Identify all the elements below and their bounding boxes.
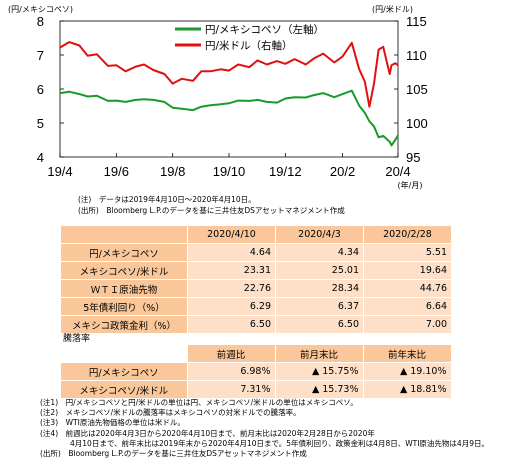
left-tick-label: 6: [37, 82, 44, 97]
x-tick-label: 20/2: [330, 164, 355, 179]
table-cell: 6.37: [275, 297, 364, 316]
footnote-line: (注4) 前週比は2020年4月3日から2020年4月10日まで、前月末比は20…: [40, 428, 375, 438]
table-cell: 6.50: [187, 315, 276, 334]
table-row: 円/メキシコペソ 6.98% ▲ 15.75% ▲ 19.10%: [60, 362, 452, 381]
row-label: 5年債利回り（%）: [60, 297, 188, 316]
chart-legend: 円/メキシコペソ（左軸） 円/米ドル（右軸）: [175, 23, 324, 52]
table-row: ＷＴＩ原油先物 22.76 28.34 44.76: [60, 279, 452, 298]
right-axis-unit: (円/米ドル): [372, 4, 413, 14]
x-tick-label: 19/12: [269, 164, 302, 179]
left-tick-label: 7: [37, 48, 44, 63]
column-header: 前年末比: [362, 344, 452, 363]
legend-label: 円/メキシコペソ（左軸）: [205, 23, 324, 36]
change-rate-table: 前週比 前月末比 前年末比 円/メキシコペソ 6.98% ▲ 15.75% ▲ …: [60, 344, 452, 399]
series-line-peso: [59, 89, 399, 147]
table-cell: 6.98%: [186, 362, 276, 381]
table-row: 円/メキシコペソ 4.64 4.34 5.51: [60, 243, 452, 262]
table-corner: [60, 344, 187, 363]
column-header: 前週比: [186, 344, 276, 363]
line-chart: 8 7 6 5 4 115 110 105 100 95 19/4 19/6 19/8 19/10 19/1…: [8, 4, 428, 190]
column-header: 前月末比: [274, 344, 364, 363]
table-header-row: 前週比 前月末比 前年末比: [60, 344, 452, 363]
row-label: メキシコペソ/米ドル: [60, 261, 188, 280]
row-label: ＷＴＩ原油先物: [60, 279, 188, 298]
x-tick-label: 19/8: [160, 164, 185, 179]
left-tick-label: 4: [37, 150, 44, 165]
table-cell: 4.64: [187, 243, 276, 262]
chart-note-period: (注) データは2019年4月10日～2020年4月10日。: [78, 195, 256, 204]
table-row: メキシコペソ/米ドル 23.31 25.01 19.64: [60, 261, 452, 280]
table-header-row: 2020/4/10 2020/4/3 2020/2/28: [60, 225, 452, 244]
market-data-table: 2020/4/10 2020/4/3 2020/2/28 円/メキシコペソ 4.…: [60, 225, 452, 334]
footnote-line: (出所) Bloomberg L.P.のデータを基に三井住友DSアセットマネジメ…: [40, 449, 307, 459]
right-tick-label: 115: [406, 14, 427, 29]
table-cell: ▲ 19.10%: [362, 362, 452, 381]
table-cell: ▲ 15.75%: [274, 362, 364, 381]
footnote-line: (注1) 円/メキシコペソと円/米ドルの単位は円、メキシコペソ/米ドルの単位はメ…: [40, 398, 358, 407]
table-row: 5年債利回り（%） 6.29 6.37 6.64: [60, 297, 452, 316]
table-cell: 19.64: [363, 261, 452, 280]
chart-note-source: (出所) Bloomberg L.P.のデータを基に三井住友DSアセットマネジメ…: [78, 206, 345, 215]
table-cell: 5.51: [363, 243, 452, 262]
table-cell: 4.34: [275, 243, 364, 262]
series-line-usd: [59, 41, 399, 108]
footnote-line: 4月10日まで、前年末比は2019年末から2020年4月10日まで。5年債利回り…: [40, 438, 489, 448]
x-tick-label: 19/10: [213, 164, 246, 179]
footnote-line: (注3) WTI原油先物価格の単位は米ドル。: [40, 418, 185, 428]
column-header: 2020/4/3: [275, 225, 364, 244]
x-tick-label: 19/6: [104, 164, 129, 179]
table-cell: 7.31%: [186, 380, 276, 399]
right-tick-label: 110: [406, 48, 427, 63]
row-label: メキシコペソ/米ドル: [60, 380, 188, 399]
table-cell: 6.50: [275, 315, 364, 334]
table-cell: ▲ 18.81%: [362, 380, 452, 399]
table-cell: 23.31: [187, 261, 276, 280]
table-cell: 6.29: [187, 297, 276, 316]
right-tick-label: 105: [406, 82, 428, 97]
row-label: 円/メキシコペソ: [60, 362, 188, 381]
left-tick-label: 5: [37, 116, 44, 131]
row-label: 円/メキシコペソ: [60, 243, 188, 262]
table-cell: 6.64: [363, 297, 452, 316]
table-row: メキシコ政策金利（%） 6.50 6.50 7.00: [60, 315, 452, 334]
x-tick-label: 19/4: [47, 164, 72, 179]
left-tick-label: 8: [37, 14, 44, 29]
right-tick-label: 95: [406, 150, 420, 165]
x-axis-unit: (年/月): [398, 180, 423, 190]
legend-label: 円/米ドル（右軸）: [205, 39, 293, 52]
x-tick-label: 20/4: [385, 164, 410, 179]
table-cell: 44.76: [363, 279, 452, 298]
table-cell: 7.00: [363, 315, 452, 334]
table-cell: 25.01: [275, 261, 364, 280]
row-label: メキシコ政策金利（%）: [60, 315, 188, 334]
table-cell: ▲ 15.73%: [274, 380, 364, 399]
footnotes: (注1) 円/メキシコペソと円/米ドルの単位は円、メキシコペソ/米ドルの単位はメ…: [40, 398, 489, 459]
footnote-line: (注2) メキシコペソ/米ドルの騰落率はメキシコペソの対米ドルでの騰落率。: [40, 408, 301, 418]
column-header: 2020/4/10: [187, 225, 276, 244]
change-rate-title: 騰落率: [63, 334, 91, 344]
table-cell: 22.76: [187, 279, 276, 298]
table-row: メキシコペソ/米ドル 7.31% ▲ 15.73% ▲ 18.81%: [60, 380, 452, 399]
table-corner: [60, 225, 188, 244]
table-cell: 28.34: [275, 279, 364, 298]
left-axis-unit: (円/メキシコペソ): [8, 5, 73, 14]
right-tick-label: 100: [406, 116, 428, 131]
column-header: 2020/2/28: [363, 225, 452, 244]
